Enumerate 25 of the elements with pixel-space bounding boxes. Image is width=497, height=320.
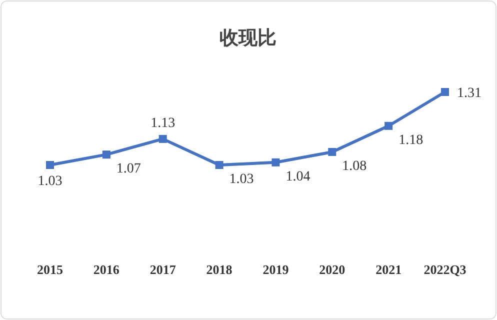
- x-tick-label: 2015: [37, 262, 64, 277]
- x-tick-label: 2022Q3: [424, 262, 467, 277]
- x-tick-label: 2016: [93, 262, 120, 277]
- point: [215, 161, 224, 169]
- point: [272, 158, 280, 166]
- point: [441, 88, 449, 96]
- x-tick-label: 2018: [206, 262, 233, 277]
- data-label: 1.03: [38, 174, 62, 189]
- x-tick-label: 2021: [376, 262, 402, 277]
- x-tick-label: 2019: [262, 262, 290, 277]
- data-label: 1.13: [150, 116, 176, 131]
- data-label: 1.03: [229, 172, 254, 187]
- point: [158, 134, 167, 143]
- x-tick-label: 2017: [150, 262, 176, 277]
- data-label: 1.31: [457, 86, 482, 101]
- data-label: 1.18: [398, 132, 424, 148]
- x-tick-label: 2020: [319, 262, 346, 277]
- point: [46, 161, 54, 169]
- chart-title: 收现比: [220, 27, 276, 49]
- data-label: 1.04: [286, 169, 310, 184]
- data-label: 1.08: [342, 158, 367, 174]
- point: [328, 148, 336, 156]
- point: [384, 122, 393, 130]
- point: [102, 150, 110, 159]
- data-label: 1.07: [116, 162, 141, 177]
